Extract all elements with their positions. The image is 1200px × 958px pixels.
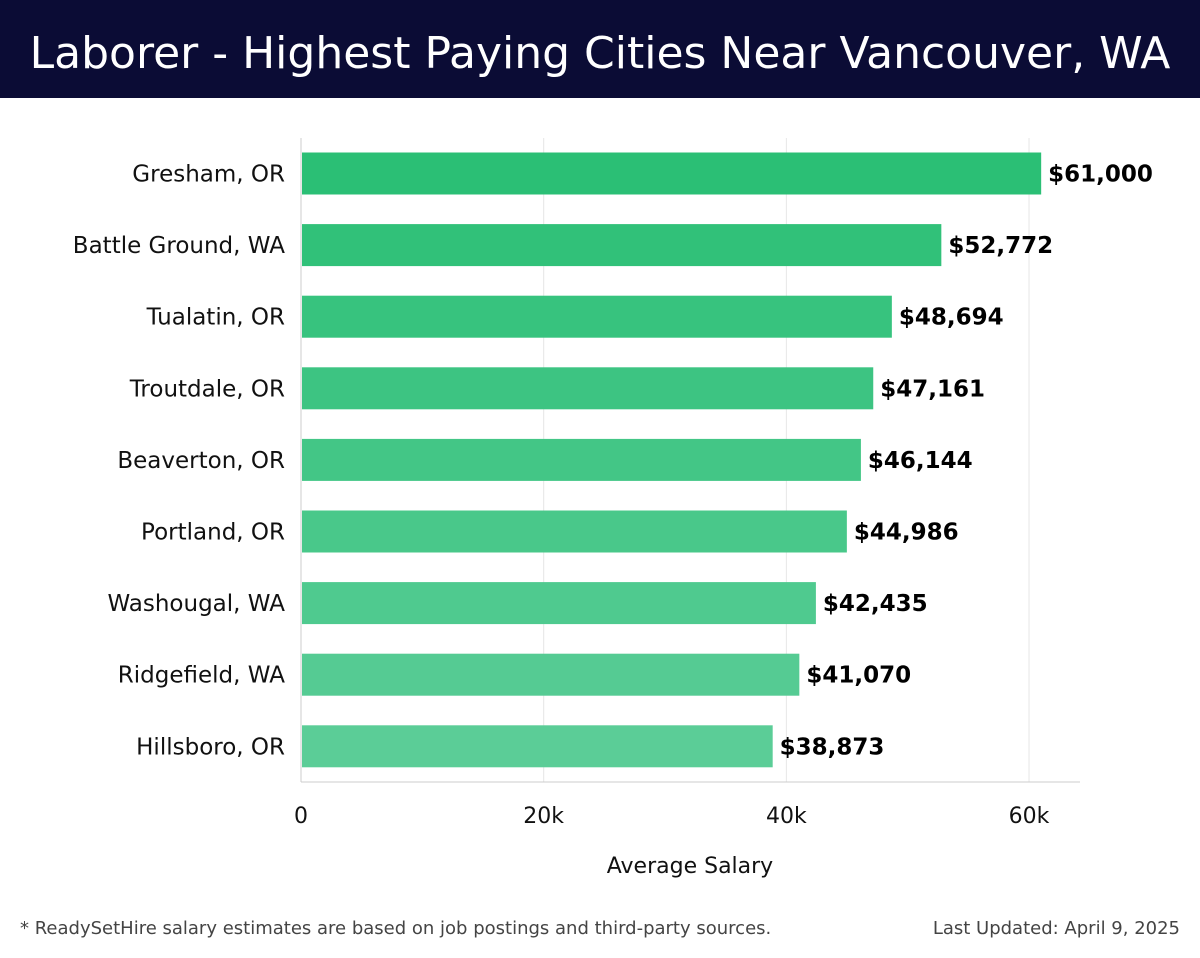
x-tick-label: 60k — [1009, 804, 1050, 829]
page-title: Laborer - Highest Paying Cities Near Van… — [29, 28, 1171, 79]
bar — [302, 653, 800, 696]
x-tick-label: 40k — [766, 804, 807, 829]
bar — [302, 152, 1042, 195]
value-label: $52,772 — [948, 233, 1053, 259]
bar — [302, 367, 874, 410]
category-label: Beaverton, OR — [117, 448, 285, 474]
category-label: Tualatin, OR — [146, 305, 285, 331]
bar-layer — [302, 152, 1042, 768]
bar — [302, 224, 942, 267]
bar-chart: Gresham, OR $61,000 Battle Ground, WA $52,7… — [73, 138, 1153, 879]
category-label: Washougal, WA — [108, 591, 286, 617]
value-label: $47,161 — [880, 376, 985, 402]
bar — [302, 582, 816, 625]
category-label: Battle Ground, WA — [73, 233, 285, 259]
header-banner: Laborer - Highest Paying Cities Near Van… — [0, 0, 1200, 98]
value-label: $44,986 — [854, 520, 959, 546]
category-label: Ridgefield, WA — [118, 663, 285, 689]
category-label: Portland, OR — [141, 520, 285, 546]
value-label: $48,694 — [899, 305, 1004, 331]
value-label: $42,435 — [823, 591, 928, 617]
x-tick-label: 20k — [523, 804, 564, 829]
bar — [302, 510, 847, 553]
category-label: Hillsboro, OR — [136, 734, 285, 760]
axis-layer: 0 20k 40k 60k Average Salary — [294, 138, 1080, 879]
value-label: $46,144 — [868, 448, 973, 474]
category-label: Troutdale, OR — [129, 376, 285, 402]
last-updated-text: Last Updated: April 9, 2025 — [932, 918, 1180, 939]
bar — [302, 438, 861, 481]
x-tick-label: 0 — [294, 804, 308, 829]
value-label: $41,070 — [806, 663, 911, 689]
x-axis-title: Average Salary — [607, 854, 773, 879]
category-label: Gresham, OR — [132, 162, 285, 188]
bar — [302, 295, 892, 338]
label-layer: Gresham, OR $61,000 Battle Ground, WA $52,7… — [73, 162, 1153, 761]
value-label: $61,000 — [1048, 162, 1153, 188]
value-label: $38,873 — [780, 734, 885, 760]
bar — [302, 725, 773, 768]
source-footnote: * ReadySetHire salary estimates are base… — [20, 918, 772, 939]
